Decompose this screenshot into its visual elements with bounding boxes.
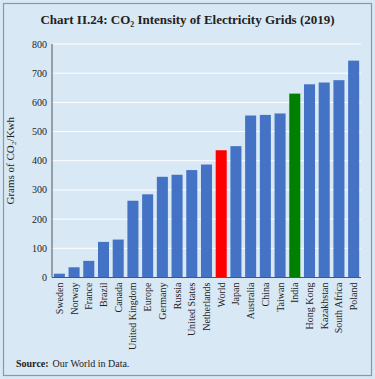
bar	[216, 150, 227, 277]
source-note: Source:	[16, 358, 49, 369]
x-tick-label: Brazil	[98, 282, 109, 307]
bar	[201, 165, 212, 278]
y-tick-label: 0	[42, 272, 47, 283]
x-tick-label: Taiwan	[275, 283, 286, 312]
y-tick-label: 700	[32, 68, 47, 79]
bar	[54, 274, 65, 278]
y-tick-label: 200	[32, 214, 47, 225]
y-tick-label: 300	[32, 184, 47, 195]
x-tick-label: Russia	[172, 282, 183, 309]
bar	[186, 170, 197, 277]
x-tick-label: Norway	[69, 283, 80, 315]
bar	[230, 146, 241, 277]
x-tick-label: United States	[186, 282, 197, 336]
x-tick-label: Germany	[157, 283, 168, 320]
bars	[54, 61, 359, 278]
x-axis	[52, 277, 361, 278]
y-tick-label: 500	[32, 126, 47, 137]
bar	[127, 201, 138, 278]
frame	[4, 4, 372, 376]
background	[0, 0, 375, 379]
grid-line	[52, 44, 361, 45]
x-tick-label: Netherlands	[201, 282, 212, 330]
title: Chart II.24: CO₂ Intensity of Electricit…	[40, 12, 334, 27]
bar	[69, 267, 80, 277]
x-tick-label: Sweden	[54, 283, 65, 315]
x-tick-label: Poland	[348, 283, 359, 311]
x-tick-label: France	[83, 282, 94, 310]
grid-line	[52, 277, 361, 278]
x-tick-label: Kazakhstan	[319, 283, 330, 330]
bar	[304, 84, 315, 277]
bar	[289, 94, 300, 278]
chart: Chart II.24: CO₂ Intensity of Electricit…	[0, 0, 375, 379]
bar	[245, 116, 256, 278]
x-tick-label: Australia	[245, 282, 256, 319]
x-tick-label: Europe	[142, 282, 153, 311]
bar	[260, 115, 271, 278]
x-tick-label: India	[289, 282, 300, 303]
x-tick-label: South Africa	[333, 282, 344, 333]
bar	[172, 175, 183, 278]
bar	[348, 61, 359, 278]
bar	[319, 83, 330, 278]
y-axis	[52, 44, 53, 278]
x-tick-label: Canada	[113, 282, 124, 313]
bar	[142, 194, 153, 277]
y-tick-label: 400	[32, 155, 47, 166]
y-tick-label: 100	[32, 243, 47, 254]
x-tick-label: Hong Kong	[304, 283, 315, 330]
x-tick-label: United Kingdom	[127, 282, 138, 350]
bar	[157, 177, 168, 278]
y-tick-label: 600	[32, 97, 47, 108]
x-tick-label: Japan	[230, 283, 241, 306]
x-tick-label: World	[216, 283, 227, 308]
y-tick-label: 800	[32, 39, 47, 50]
bar	[98, 242, 109, 278]
grid-line	[52, 73, 361, 74]
bar	[83, 261, 94, 278]
bar	[333, 80, 344, 277]
source-note: Our World in Data.	[53, 358, 130, 369]
x-tick-label: China	[260, 282, 271, 306]
bar	[113, 240, 124, 278]
y-axis-label: Grams of CO₂/Kwh	[4, 116, 16, 204]
bar	[275, 113, 286, 277]
